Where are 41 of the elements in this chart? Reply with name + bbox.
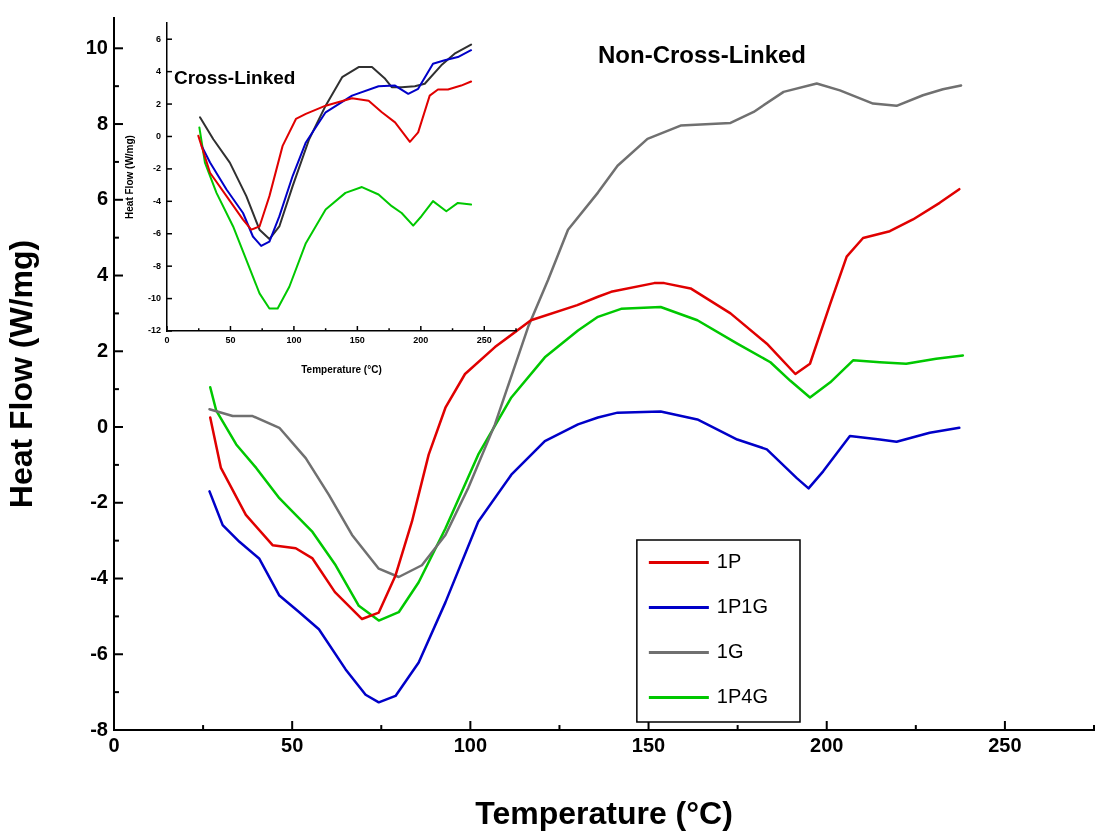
legend-label: 1P xyxy=(716,550,742,573)
y-tick-label: 2 xyxy=(155,98,161,109)
y-tick-label: 4 xyxy=(96,263,109,286)
y-tick-label: -8 xyxy=(152,260,161,271)
y-tick-label: 2 xyxy=(96,338,108,361)
y-tick-label: -12 xyxy=(147,325,161,336)
y-tick-label: -6 xyxy=(90,641,108,664)
legend-label: 1G xyxy=(716,640,744,663)
x-axis-title: Temperature (°C) xyxy=(301,363,382,375)
x-tick-label: 100 xyxy=(286,334,302,345)
x-axis-title: Temperature (°C) xyxy=(475,794,733,831)
y-tick-label: -10 xyxy=(147,293,161,304)
y-tick-label: -4 xyxy=(152,195,161,206)
y-tick-label: 4 xyxy=(155,66,161,77)
x-tick-label: 0 xyxy=(164,334,170,345)
x-tick-label: 150 xyxy=(349,334,365,345)
x-tick-label: 250 xyxy=(476,334,492,345)
x-tick-label: 200 xyxy=(413,334,429,345)
y-axis-title: Heat Flow (W/mg) xyxy=(3,239,40,509)
x-tick-label: 100 xyxy=(453,733,488,756)
x-tick-label: 200 xyxy=(810,733,844,756)
y-tick-label: 0 xyxy=(155,130,161,141)
y-tick-label: -2 xyxy=(90,490,108,513)
x-tick-label: 50 xyxy=(281,733,304,756)
legend-label: 1P4G xyxy=(716,685,769,708)
y-tick-label: 10 xyxy=(85,35,108,58)
x-tick-label: 250 xyxy=(988,733,1022,756)
y-tick-label: -4 xyxy=(90,566,109,589)
text: Cross-Linked xyxy=(173,67,296,89)
y-axis-title: Heat Flow (W/mg) xyxy=(123,135,135,219)
x-tick-label: 50 xyxy=(225,334,236,345)
y-tick-label: -8 xyxy=(90,717,108,740)
y-tick-label: -6 xyxy=(152,228,161,239)
y-tick-label: 6 xyxy=(155,33,161,44)
x-tick-label: 150 xyxy=(631,733,666,756)
y-tick-label: -2 xyxy=(152,163,161,174)
legend-label: 1P1G xyxy=(716,595,769,618)
y-tick-label: 6 xyxy=(96,187,108,210)
y-tick-label: 0 xyxy=(96,414,108,437)
y-tick-label: 8 xyxy=(96,111,108,134)
text: Non-Cross-Linked xyxy=(597,40,807,68)
